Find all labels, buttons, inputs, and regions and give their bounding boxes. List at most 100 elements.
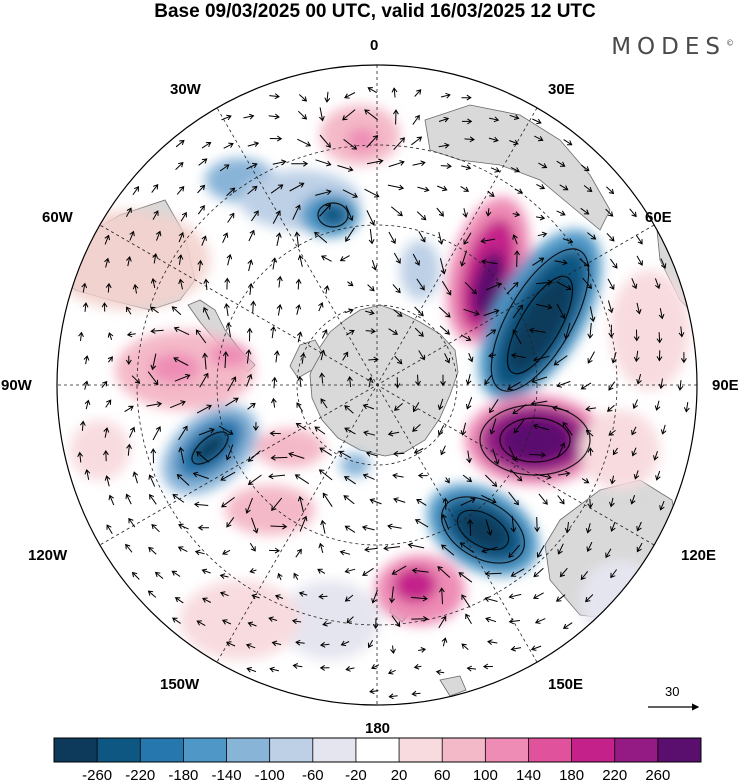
wind-vector-icon: [610, 569, 618, 579]
wind-vector-icon: [105, 282, 112, 293]
colorbar-tick-label: -220: [125, 767, 156, 784]
wind-vector-icon: [416, 499, 427, 506]
wind-vector-icon: [175, 161, 184, 170]
lon-label-150w: 150W: [160, 676, 200, 693]
wind-vector-icon: [225, 322, 232, 337]
wind-vector-icon: [299, 515, 308, 532]
wind-vector-icon: [609, 258, 618, 269]
wind-vector-icon: [220, 471, 236, 481]
wind-vector-icon: [126, 443, 132, 456]
wind-vector-icon: [146, 401, 163, 408]
wind-vector-icon: [225, 444, 234, 461]
wind-vector-icon: [438, 587, 445, 605]
wind-vector-icon: [605, 208, 614, 217]
lon-label-90e: 90E: [712, 377, 739, 394]
wind-vector-icon: [411, 567, 429, 574]
wind-vector-icon: [485, 282, 502, 291]
wind-vector-icon: [510, 568, 525, 577]
wind-vector-icon: [202, 352, 208, 370]
wind-vector-icon: [492, 448, 500, 465]
wind-vector-icon: [151, 523, 160, 533]
wind-vector-icon: [314, 426, 326, 435]
colorbar-bin: [657, 738, 702, 762]
lon-label-90w: 90W: [1, 377, 32, 394]
wind-vector-icon: [536, 214, 546, 221]
wind-vector-icon: [344, 567, 356, 574]
wind-vector-icon: [563, 322, 571, 340]
colorbar-tick-label: 60: [433, 767, 451, 784]
wind-vector-icon: [636, 255, 643, 266]
wind-vector-icon: [270, 325, 277, 339]
colorbar-bin: [485, 738, 529, 762]
wind-vector-icon: [269, 430, 281, 437]
wind-vector-icon: [369, 688, 379, 695]
wind-vector-icon: [636, 542, 643, 553]
wind-vector-icon: [131, 571, 140, 580]
wind-vector-icon: [340, 640, 350, 647]
wind-vector-icon: [342, 189, 359, 198]
wind-vector-icon: [155, 230, 162, 241]
wind-vector-icon: [203, 278, 210, 291]
wind-vector-icon: [557, 543, 564, 555]
wind-vector-icon: [537, 231, 548, 238]
wind-vector-icon: [487, 639, 498, 645]
wind-vector-icon: [320, 519, 326, 534]
wind-vector-icon: [247, 282, 254, 295]
wind-vector-icon: [656, 350, 663, 362]
wind-vector-icon: [609, 475, 616, 485]
wind-vector-icon: [436, 207, 444, 217]
wind-vector-icon: [132, 471, 139, 484]
wind-vector-icon: [412, 114, 420, 125]
wind-vector-icon: [249, 567, 257, 574]
colorbar-tick-label: -140: [211, 767, 242, 784]
wind-vector-icon: [608, 324, 615, 339]
wind-vector-icon: [580, 207, 590, 215]
wind-vector-icon: [412, 402, 420, 413]
wind-vector-icon: [562, 238, 574, 244]
wind-vector-icon: [552, 405, 569, 412]
wind-vector-icon: [414, 306, 424, 317]
wind-vector-icon: [84, 399, 91, 410]
wind-vector-icon: [413, 663, 422, 670]
wind-vector-icon: [250, 300, 257, 313]
wind-vector-icon: [248, 229, 255, 242]
wind-vector-icon: [84, 468, 91, 480]
wind-vector-icon: [580, 164, 590, 172]
wind-vector-icon: [388, 328, 399, 335]
wind-vector-icon: [507, 381, 521, 390]
wind-vector-icon: [482, 663, 493, 670]
wind-vector-icon: [512, 329, 522, 345]
wind-vector-icon: [532, 423, 550, 431]
wind-vector-icon: [297, 110, 308, 120]
wind-vector-icon: [528, 327, 546, 334]
wind-vector-icon: [465, 613, 472, 625]
wind-vector-icon: [556, 303, 566, 320]
wind-vector-icon: [319, 641, 330, 648]
wind-vector-icon: [277, 572, 283, 581]
wind-vector-icon: [247, 141, 260, 147]
wind-vector-icon: [366, 210, 375, 226]
wind-vector-icon: [338, 450, 352, 459]
colorbar-tick-label: 20: [390, 767, 408, 784]
wind-vector-icon: [607, 278, 615, 291]
wind-vector-icon: [322, 620, 332, 627]
wind-vector-icon: [557, 495, 565, 505]
colorbar: [53, 737, 702, 763]
wind-vector-icon: [440, 445, 446, 456]
wind-vector-icon: [337, 165, 354, 172]
wind-vector-icon: [104, 475, 111, 487]
colorbar-bin: [528, 738, 573, 762]
wind-vector-icon: [226, 253, 233, 266]
wind-vector-icon: [512, 234, 518, 245]
wind-vector-icon: [345, 666, 355, 672]
wind-vector-icon: [392, 109, 399, 125]
wind-vector-icon: [223, 302, 230, 317]
wind-vector-icon: [606, 186, 615, 195]
wind-vector-icon: [488, 116, 500, 123]
wind-vector-icon: [172, 494, 185, 503]
wind-vector-icon: [292, 204, 301, 220]
brand-text: MODES: [611, 34, 726, 60]
wind-vector-icon: [246, 667, 257, 673]
wind-vector-icon: [245, 349, 252, 364]
wind-vector-icon: [318, 302, 324, 312]
